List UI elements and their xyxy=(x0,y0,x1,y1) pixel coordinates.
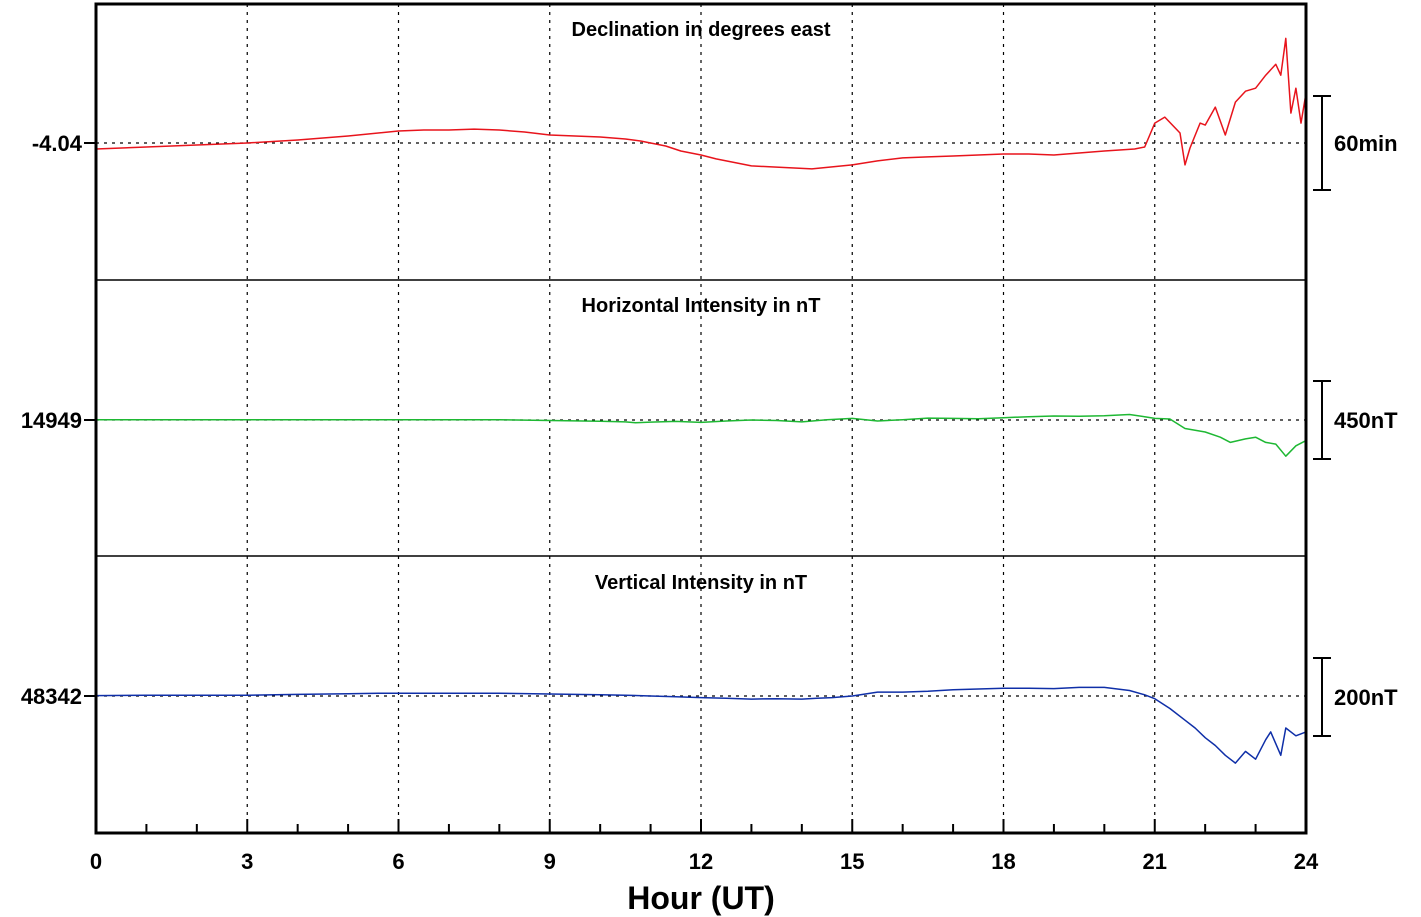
panel-title-declination: Declination in degrees east xyxy=(572,19,831,41)
x-tick-label: 24 xyxy=(1294,849,1319,874)
x-tick-label: 21 xyxy=(1143,849,1167,874)
x-tick-label: 3 xyxy=(241,849,253,874)
data-traces xyxy=(95,37,1307,764)
x-tick-label: 9 xyxy=(544,849,556,874)
x-tick-label: 0 xyxy=(90,849,102,874)
scale-label-horizontal: 450nT xyxy=(1334,408,1398,433)
trace-declination xyxy=(95,37,1307,170)
scale-label-declination: 60min xyxy=(1334,131,1398,156)
baseline-label-declination: -4.04 xyxy=(32,131,83,156)
grid-lines xyxy=(246,4,1156,833)
trace-horizontal xyxy=(96,413,1307,457)
scale-label-vertical: 200nT xyxy=(1334,685,1398,710)
panel-title-vertical: Vertical Intensity in nT xyxy=(595,572,807,594)
x-axis-title: Hour (UT) xyxy=(627,880,775,916)
x-tick-label: 12 xyxy=(689,849,713,874)
x-axis-ticks: 0 3 6 9 12 15 18 21 24 xyxy=(90,819,1319,874)
trace-vertical xyxy=(95,686,1307,764)
chart-labels: Declination in degrees east -4.04 60min Hor… xyxy=(21,19,1398,737)
baseline-label-horizontal: 14949 xyxy=(21,408,82,433)
panel-title-horizontal: Horizontal Intensity in nT xyxy=(582,295,821,317)
baseline-label-vertical: 48342 xyxy=(21,684,82,709)
x-tick-label: 15 xyxy=(840,849,864,874)
x-tick-label: 18 xyxy=(991,849,1015,874)
x-tick-label: 6 xyxy=(392,849,404,874)
